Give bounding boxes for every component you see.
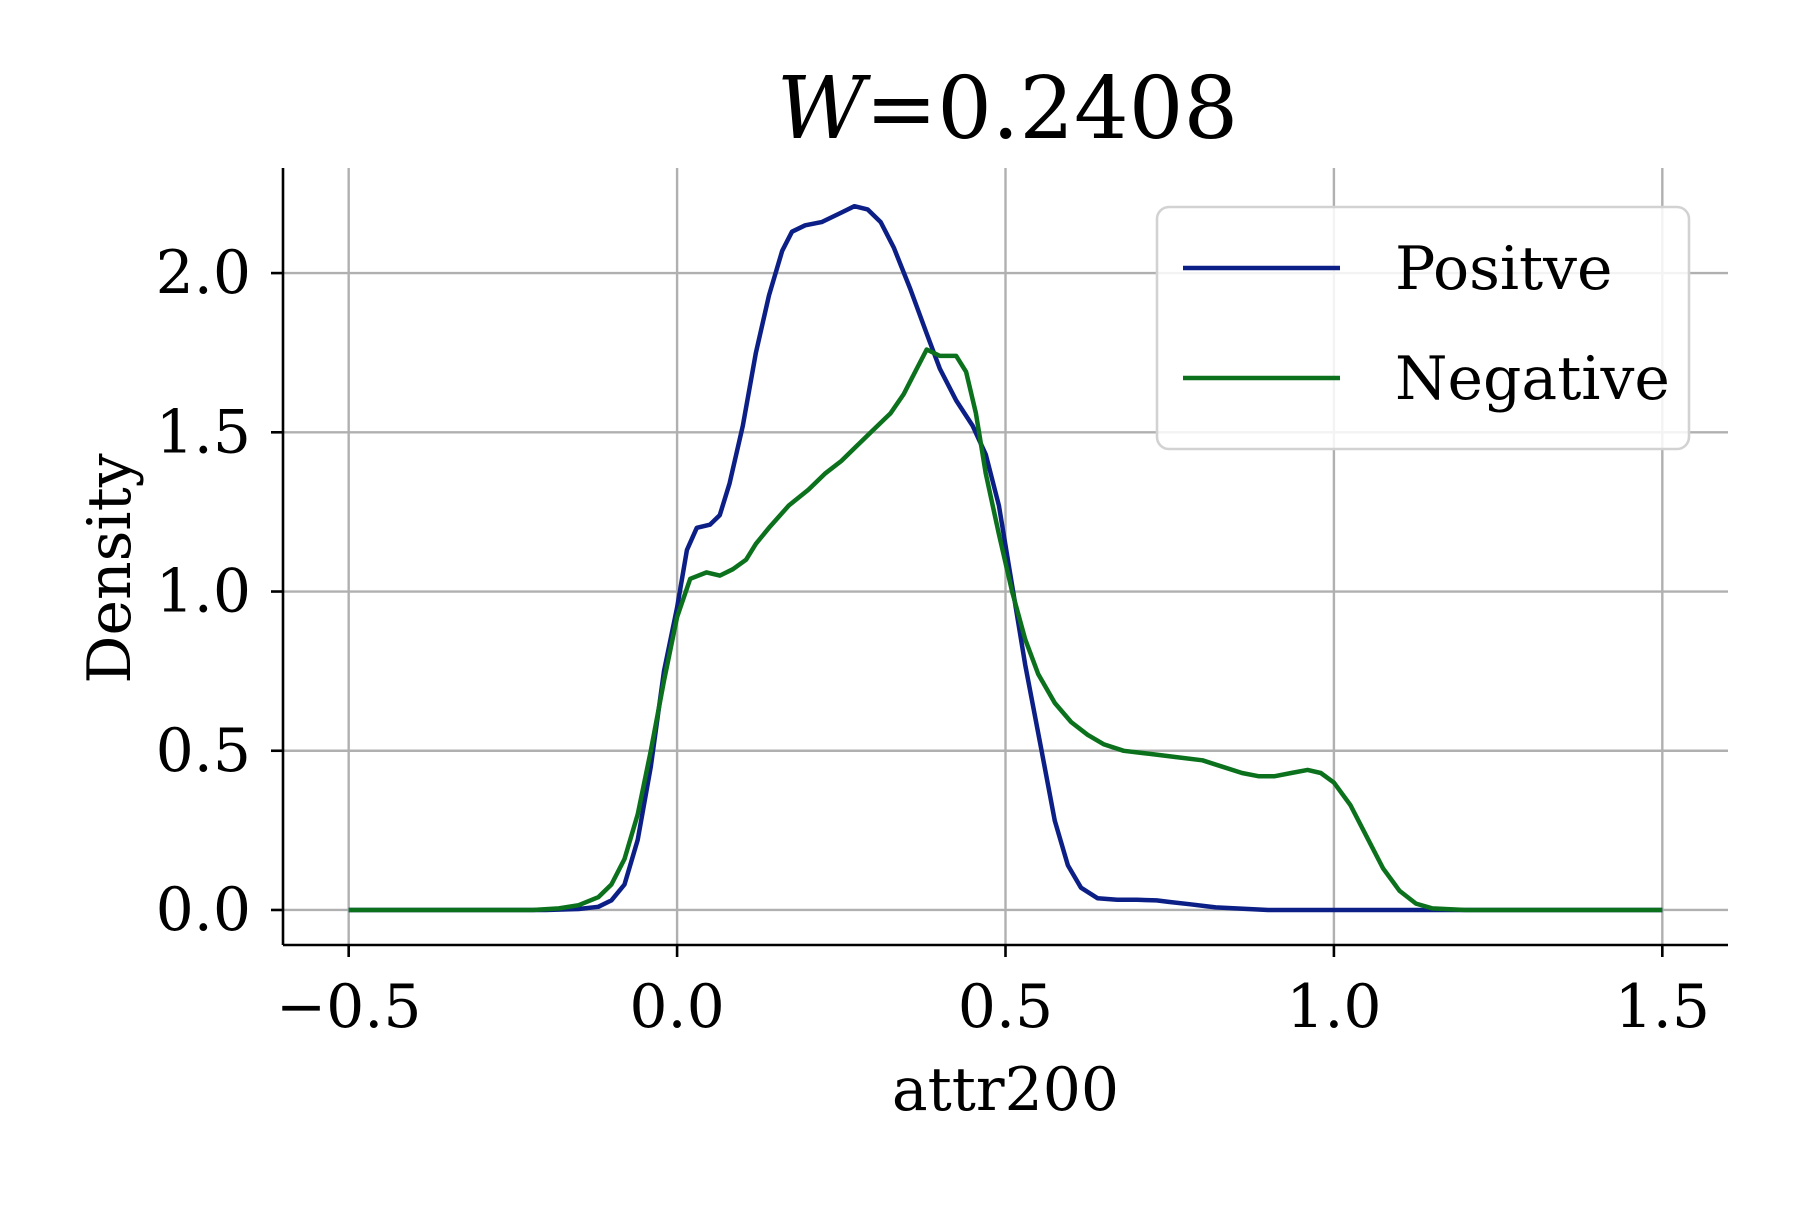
x-tick-label: 1.0 [1286, 972, 1381, 1042]
x-tick-label: 1.5 [1615, 972, 1710, 1042]
title-value: =0.2408 [865, 59, 1238, 159]
y-tick-label: 2.0 [156, 238, 251, 308]
y-tick-label: 0.5 [156, 716, 251, 786]
legend-label-negative: Negative [1395, 344, 1670, 414]
y-tick-label: 0.0 [156, 875, 251, 945]
y-tick-label: 1.5 [156, 397, 251, 467]
x-axis-label: attr200 [892, 1055, 1119, 1125]
y-axis-label: Density [75, 453, 145, 683]
ticks: −0.5 0.0 0.5 1.0 1.5 0.0 0.5 1.0 1.5 2.0 [156, 238, 1710, 1042]
title-variable: W [777, 59, 872, 159]
legend: Positve Negative [1155, 205, 1691, 451]
series [348, 203, 1663, 913]
x-tick-label: 0.5 [958, 972, 1053, 1042]
x-tick-label: 0.0 [629, 972, 724, 1042]
legend-label-positve: Positve [1395, 234, 1613, 304]
y-tick-label: 1.0 [156, 557, 251, 627]
x-tick-label: −0.5 [276, 972, 422, 1042]
series-line-negative [348, 347, 1663, 913]
chart-title: W=0.2408 [777, 59, 1238, 159]
